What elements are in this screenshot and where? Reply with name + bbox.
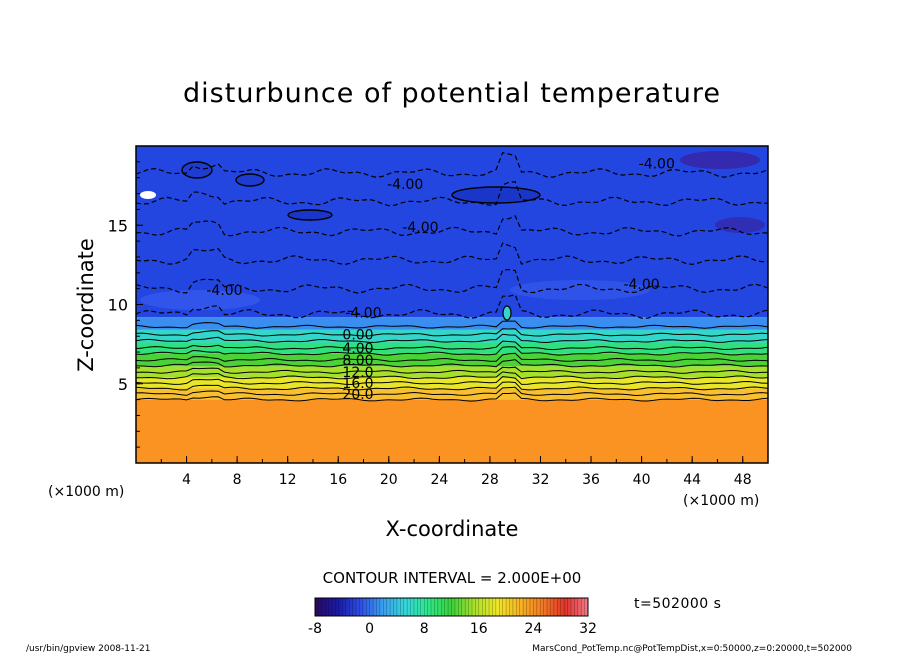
contour-label: 20.0: [342, 387, 373, 403]
contour-line: [136, 320, 768, 329]
anomaly-patch: [140, 290, 260, 310]
contour-label: 8.00: [342, 353, 373, 369]
colorbar-tick-label: -8: [308, 621, 322, 637]
contour-line: [136, 381, 768, 391]
contour-line: [136, 392, 768, 402]
contour-line: [136, 346, 768, 356]
color-band: [136, 329, 768, 343]
anomaly-patch: [715, 217, 765, 233]
contour-line: [136, 366, 768, 374]
y-axis: 5 10 15: [108, 145, 143, 464]
colorbar-tick-label: 32: [579, 621, 597, 637]
y-axis-label: Z-coordinate: [74, 238, 98, 372]
y-tick-label: 15: [108, 216, 128, 235]
colorbar-tick-label: 8: [420, 621, 429, 637]
anomaly-patch: [502, 305, 512, 321]
contour-label: -4.00: [402, 220, 438, 236]
x-tick-label: 8: [233, 472, 242, 488]
colorbar-tick-label: 16: [470, 621, 488, 637]
x-axis: 4 8 12 16 20 24 28 32 36 40 44 48: [135, 456, 769, 488]
x-tick-label: 48: [734, 472, 752, 488]
contour-line: [136, 352, 768, 362]
contour-label: -4.00: [623, 277, 659, 293]
anomaly-patch: [181, 161, 213, 179]
x-axis-unit-right: (×1000 m): [683, 493, 759, 509]
x-tick-label: 32: [532, 472, 550, 488]
contour-label: -4.00: [639, 156, 675, 172]
contour-band-labels: 20.016.012.08.004.000.00: [342, 328, 373, 403]
color-band: [136, 353, 768, 367]
x-tick-label: 20: [380, 472, 398, 488]
contour-label: -4.00: [387, 177, 423, 193]
x-axis-label: X-coordinate: [386, 517, 519, 541]
negative-contour: [136, 294, 768, 319]
x-tick-label: 12: [279, 472, 297, 488]
contour-label: 4.00: [342, 341, 373, 357]
color-band: [136, 366, 768, 378]
color-band: [136, 317, 768, 330]
contour-line: [136, 333, 768, 344]
negative-contour: [136, 268, 768, 294]
contour-line: [136, 376, 768, 386]
negative-contours: [136, 151, 768, 319]
contour-line: [136, 340, 768, 351]
color-band: [136, 342, 768, 354]
x-tick-label: 16: [329, 472, 347, 488]
upper-anomaly-patches: [140, 151, 765, 321]
plot-area: [136, 146, 768, 463]
contour-label: 16.0: [342, 376, 373, 392]
colorbar-stripes: [314, 598, 589, 616]
anomaly-patch: [451, 186, 541, 204]
negative-contour: [136, 242, 768, 266]
anomaly-patch: [140, 191, 156, 199]
x-tick-label: 44: [683, 472, 701, 488]
x-tick-label: 24: [430, 472, 448, 488]
anomaly-patch: [235, 173, 265, 187]
negative-contour: [136, 215, 768, 237]
x-tick-label: 28: [481, 472, 499, 488]
contour-label: 0.00: [342, 328, 373, 344]
x-tick-label: 36: [582, 472, 600, 488]
footer-left: /usr/bin/gpview 2008-11-21: [26, 644, 150, 654]
contour-label: 12.0: [342, 365, 373, 381]
colorbar-tick-label: 0: [365, 621, 374, 637]
contour-line: [136, 386, 768, 397]
anomaly-patch: [510, 280, 650, 300]
x-tick-label: 40: [633, 472, 651, 488]
y-tick-label: 10: [108, 296, 128, 315]
contour-inline-labels: -4.00 -4.00 -4.00 -4.00 -4.00 -4.00: [206, 156, 675, 321]
contour-label: -4.00: [345, 305, 381, 321]
contour-lines: [136, 320, 768, 402]
anomaly-patch: [287, 209, 333, 221]
x-axis-unit-left: (×1000 m): [48, 484, 124, 500]
negative-contour: [136, 181, 768, 207]
chart-title: disturbunce of potential temperature: [183, 78, 721, 109]
time-stamp: t=502000 s: [634, 596, 721, 612]
colorbar-ticks: -8 0 8 16 24 32: [308, 621, 597, 637]
contour-interval-text: CONTOUR INTERVAL = 2.000E+00: [323, 569, 582, 587]
color-band: [136, 377, 768, 389]
colorbar: -8 0 8 16 24 32: [308, 597, 597, 637]
anomaly-patch: [680, 151, 760, 169]
color-band: [136, 399, 768, 463]
contour-line: [136, 371, 768, 380]
contour-line: [136, 359, 768, 368]
colorbar-tick-label: 24: [524, 621, 542, 637]
negative-contour: [136, 151, 768, 178]
x-tick-label: 4: [182, 472, 191, 488]
footer-right: MarsCond_PotTemp.nc@PotTempDist,x=0:5000…: [532, 644, 852, 654]
contour-line: [136, 328, 768, 337]
y-tick-label: 5: [118, 375, 128, 394]
contour-label: -4.00: [206, 283, 242, 299]
